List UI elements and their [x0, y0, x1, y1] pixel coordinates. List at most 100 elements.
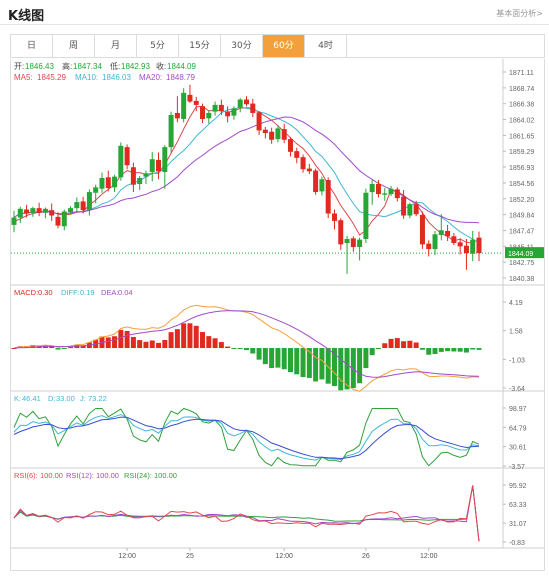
candle-body — [331, 213, 337, 221]
candle-body — [112, 176, 118, 188]
macd-bar — [331, 348, 337, 387]
candle-body — [61, 211, 67, 227]
macd-bar — [438, 348, 444, 352]
macd-bar — [457, 348, 463, 352]
ma5-line — [13, 105, 473, 244]
time-tick-label: 26 — [362, 553, 370, 560]
macd-bar — [212, 338, 218, 349]
candle-body — [457, 242, 463, 247]
candle-body — [86, 192, 92, 211]
rsi-panel: RSI(6): 100.00 RSI(12): 100.00 RSI(24): … — [13, 471, 527, 547]
tab-week[interactable]: 周 — [53, 35, 95, 57]
tab-5min[interactable]: 5分 — [137, 35, 179, 57]
candle-body — [338, 220, 344, 245]
rsi-tick-label: 31.07 — [509, 521, 527, 528]
price-tick-label: 1871.11 — [509, 70, 534, 77]
candle-body — [143, 173, 149, 177]
candle-body — [212, 104, 218, 112]
candle-body — [30, 208, 36, 213]
macd-bar — [68, 347, 74, 349]
candle-body — [162, 147, 168, 172]
fundamental-analysis-link[interactable]: 基本面分析> — [496, 9, 543, 18]
candle-body — [319, 179, 325, 192]
ma5-label: MA5: — [14, 73, 33, 82]
candle-body — [426, 243, 432, 250]
macd-bar — [11, 348, 17, 350]
candle-body — [187, 94, 193, 102]
candle-body — [388, 188, 394, 195]
j-label: J: — [80, 394, 86, 403]
candle-body — [68, 208, 74, 213]
price-tick-label: 1861.65 — [509, 133, 534, 140]
rsi6-line — [13, 485, 480, 542]
macd-bar — [112, 336, 118, 349]
price-tick-label: 1854.56 — [509, 181, 534, 188]
candle-body — [11, 217, 17, 225]
candle-body — [105, 177, 111, 189]
j-value: 73.22 — [88, 394, 107, 403]
tab-60min[interactable]: 60分 — [263, 35, 305, 57]
d-value: 33.00 — [56, 394, 75, 403]
candle-body — [200, 106, 206, 119]
macd-bar — [287, 348, 293, 373]
d-label: D: — [48, 394, 56, 403]
rsi-tick-label: 95.92 — [509, 483, 527, 490]
macd-bar — [319, 348, 325, 380]
ohlc-close-label: 收: — [156, 61, 166, 71]
macd-bar — [231, 348, 237, 350]
rsi-tick-label: 63.33 — [509, 502, 527, 509]
candle-body — [419, 214, 425, 245]
candle-body — [407, 204, 413, 216]
candle-body — [55, 216, 61, 226]
candle-body — [24, 209, 30, 214]
diff-value: 0.19 — [80, 288, 95, 297]
candle-body — [294, 151, 300, 158]
macd-tick-label: 1.58 — [509, 329, 523, 336]
candle-body — [168, 114, 174, 148]
candle-body — [49, 210, 55, 216]
candle-body — [357, 239, 363, 248]
k-line — [13, 413, 480, 461]
candle-body — [174, 112, 180, 119]
macd-bar — [388, 338, 394, 349]
chart-frame — [10, 59, 545, 571]
candle-body — [313, 170, 319, 193]
tab-day[interactable]: 日 — [11, 35, 53, 57]
macd-bar — [200, 332, 206, 349]
candle-body — [287, 139, 293, 152]
rsi24-label: RSI(24): — [124, 471, 152, 480]
price-axis: 1871.11 1868.74 1866.38 1864.02 1861.65 1859.… — [503, 70, 544, 283]
macd-bar — [206, 336, 212, 349]
macd-bar — [294, 348, 300, 375]
price-tick-label: 1864.02 — [509, 118, 534, 125]
price-tick-label: 1866.38 — [509, 102, 534, 109]
page-title: K线图 — [8, 9, 45, 24]
tab-4h[interactable]: 4时 — [305, 35, 347, 57]
rsi12-label: RSI(12): — [66, 471, 94, 480]
macd-bar — [218, 342, 224, 349]
candle-body — [225, 111, 231, 117]
candle-body — [476, 237, 482, 254]
price-tick-label: 1847.47 — [509, 228, 534, 235]
ma10-value: 1846.03 — [102, 73, 131, 82]
tab-30min[interactable]: 30分 — [221, 35, 263, 57]
candle-body — [218, 104, 224, 111]
ohlc-high-value: 1847.34 — [73, 62, 102, 71]
macd-bar — [281, 348, 287, 370]
rsi6-label: RSI(6): — [14, 471, 38, 480]
candle-body — [206, 112, 212, 119]
macd-bar — [344, 348, 350, 390]
macd-bar — [432, 348, 438, 354]
tab-month[interactable]: 月 — [95, 35, 137, 57]
macd-bar — [350, 348, 356, 389]
kdj-tick-label: -3.57 — [509, 464, 525, 471]
candle-body — [363, 192, 369, 239]
macd-bar — [394, 338, 400, 349]
macd-bar — [80, 345, 86, 349]
candle-body — [275, 128, 281, 140]
tab-15min[interactable]: 15分 — [179, 35, 221, 57]
dea-line — [13, 310, 480, 378]
macd-bar — [61, 348, 67, 350]
macd-bar — [470, 348, 476, 350]
